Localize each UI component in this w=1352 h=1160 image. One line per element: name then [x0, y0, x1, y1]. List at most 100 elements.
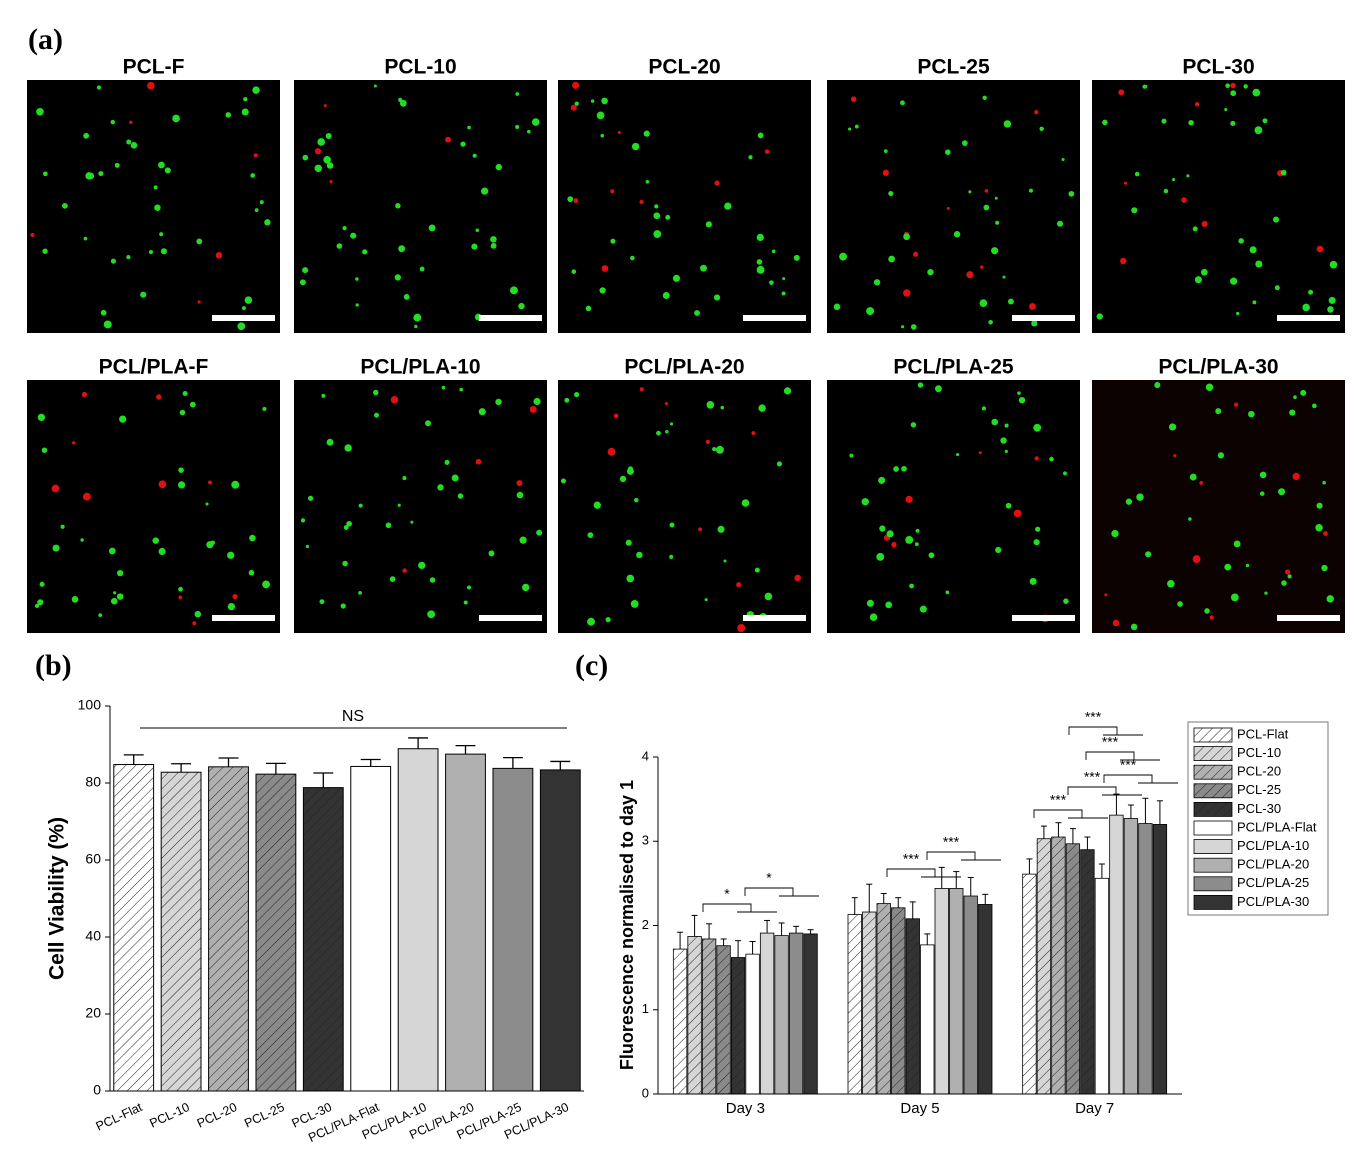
cell-dot	[350, 232, 357, 239]
cell-dot	[402, 476, 407, 481]
cell-dot	[878, 476, 886, 484]
cell-dot	[1300, 389, 1307, 396]
cell-dot	[893, 466, 899, 472]
x-tick-label: PCL-Flat	[94, 1100, 145, 1134]
cell-dot	[1104, 593, 1108, 597]
cell-dot	[51, 484, 60, 493]
cell-dot	[210, 540, 215, 545]
panel-label: (b)	[35, 649, 72, 682]
cell-dot	[394, 274, 401, 281]
cell-dot	[833, 303, 841, 311]
cell-dot	[886, 530, 894, 538]
cell-dot	[398, 97, 403, 102]
bar	[803, 933, 818, 1095]
cell-dot	[928, 552, 935, 559]
cell-dot	[518, 302, 525, 310]
bar	[255, 773, 297, 1092]
cell-dot	[410, 520, 414, 524]
legend-label: PCL-30	[1237, 801, 1281, 816]
cell-dot	[962, 140, 968, 146]
legend-label: PCL-20	[1237, 764, 1281, 779]
x-tick-label: Day 5	[900, 1100, 939, 1117]
cell-dot	[1252, 88, 1261, 97]
cell-dot	[389, 576, 396, 582]
cell-dot	[1035, 526, 1041, 532]
cell-dot	[41, 447, 48, 453]
cell-dot	[460, 141, 466, 147]
cell-dot	[1145, 551, 1152, 558]
cell-dot	[189, 401, 196, 408]
cell-dot	[249, 534, 256, 542]
cell-dot	[1209, 615, 1214, 620]
cell-dot	[573, 198, 579, 204]
cell-dot	[1259, 471, 1267, 479]
cell-dot	[179, 409, 186, 416]
cell-dot	[587, 617, 596, 626]
cell-dot	[639, 387, 644, 392]
scale-bar	[1277, 315, 1340, 321]
cell-dot	[1017, 391, 1021, 395]
cell-dot	[664, 402, 669, 406]
y-tick-label: 60	[85, 851, 101, 867]
cell-dot	[253, 153, 258, 158]
y-tick-label: 40	[85, 928, 101, 944]
cell-dot	[72, 441, 76, 445]
cell-dot	[148, 249, 154, 255]
cell-dot	[182, 390, 188, 397]
cell-dot	[154, 204, 161, 211]
bar	[113, 764, 155, 1092]
cell-dot	[536, 529, 543, 536]
cell-dot	[1326, 595, 1334, 603]
cell-dot	[1163, 188, 1169, 194]
cell-dot	[459, 387, 464, 392]
legend-swatch	[1193, 820, 1233, 836]
cell-dot	[854, 124, 859, 129]
cell-dot	[593, 501, 601, 509]
bracket	[1033, 809, 1108, 819]
y-tick-label: 100	[78, 697, 102, 713]
image-title: PCL-F	[123, 56, 185, 79]
cell-dot	[1322, 480, 1326, 485]
bar	[1080, 849, 1095, 1095]
cell-dot	[110, 258, 116, 264]
cell-dot	[909, 583, 914, 589]
cell-dot	[264, 219, 271, 226]
cell-dot	[1173, 454, 1177, 458]
cell-dot	[1134, 171, 1140, 177]
cell-dot	[669, 522, 675, 528]
cell-dot	[130, 141, 138, 149]
bracket	[926, 851, 1001, 861]
cell-dot	[385, 522, 392, 529]
cell-dot	[748, 155, 753, 160]
cell-dot	[307, 495, 314, 501]
cell-dot	[919, 605, 927, 613]
cell-dot	[1172, 178, 1176, 182]
annotation: NS	[342, 708, 364, 725]
cell-dot	[665, 214, 671, 220]
bar	[963, 895, 978, 1095]
cell-dot	[1123, 181, 1128, 185]
cell-dot	[160, 248, 168, 255]
cell-dot	[1029, 303, 1036, 310]
cell-dot	[866, 307, 875, 316]
cell-dot	[178, 467, 184, 473]
cell-dot	[873, 279, 881, 286]
cell-dot	[178, 586, 183, 592]
legend-label: PCL/PLA-30	[1237, 894, 1309, 909]
legend-swatch	[1193, 802, 1233, 817]
cell-dot	[953, 231, 961, 238]
cell-dot	[1061, 157, 1065, 162]
cell-dot	[39, 581, 45, 587]
micrograph	[827, 380, 1080, 633]
bar	[1138, 823, 1153, 1095]
cell-dot	[988, 319, 993, 325]
bracket	[1068, 726, 1143, 736]
cell-dot	[1255, 260, 1263, 268]
cell-dot	[1013, 509, 1022, 518]
cell-dot	[1224, 107, 1228, 112]
cell-dot	[522, 583, 530, 592]
y-tick-label: 4	[642, 748, 649, 763]
cell-dot	[1004, 449, 1008, 453]
cell-dot	[1236, 311, 1240, 316]
cell-dot	[108, 547, 116, 555]
